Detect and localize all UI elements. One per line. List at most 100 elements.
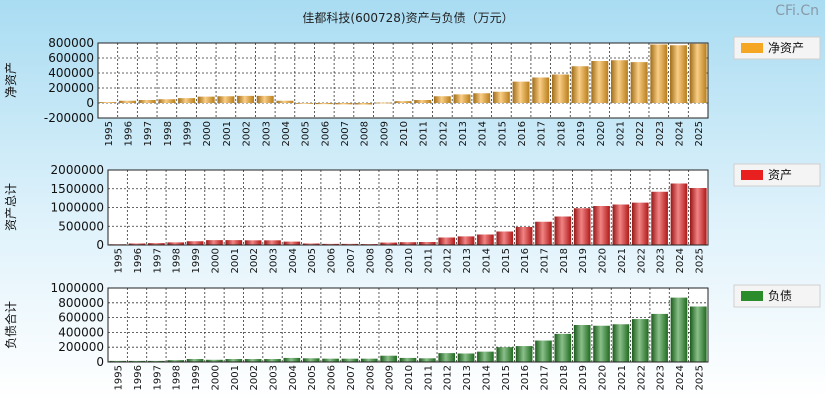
bar-2022 <box>630 62 648 103</box>
x-tick-label: 2006 <box>320 121 331 146</box>
bar-2000 <box>197 96 215 103</box>
bar-1995 <box>99 102 117 103</box>
bar-2020 <box>591 61 609 103</box>
bar-1999 <box>178 98 196 103</box>
bar-2007 <box>335 103 353 105</box>
bar-2001 <box>225 240 243 245</box>
bar-2025 <box>690 306 707 362</box>
y-tick-label: 2000000 <box>51 163 104 177</box>
x-tick-label: 2007 <box>340 121 351 146</box>
x-tick-label: 2002 <box>249 365 260 390</box>
y-tick-label: 0 <box>86 96 94 110</box>
x-tick-label: 2000 <box>210 248 221 273</box>
plot-frame <box>97 42 709 119</box>
x-tick-label: 2007 <box>346 248 357 273</box>
x-tick-label: 2012 <box>443 248 454 273</box>
bar-2005 <box>302 358 320 362</box>
bar-2001 <box>225 359 243 362</box>
x-tick-label: 2011 <box>423 248 434 273</box>
x-tick-label: 2014 <box>481 365 492 390</box>
x-tick-label: 2025 <box>694 248 705 273</box>
x-tick-label: 2000 <box>202 121 213 146</box>
y-tick-label: 500000 <box>58 219 104 233</box>
x-tick-label: 2006 <box>327 365 338 390</box>
bar-2015 <box>496 231 514 245</box>
x-tick-label: 2010 <box>404 365 415 390</box>
x-tick-label: 2016 <box>520 365 531 390</box>
bar-2017 <box>535 340 552 362</box>
bar-2008 <box>360 358 378 362</box>
x-tick-label: 2014 <box>478 121 489 146</box>
x-tick-label: 2018 <box>559 365 570 390</box>
y-tick-label: -200000 <box>44 111 94 125</box>
x-tick-label: 2013 <box>458 121 469 146</box>
y-axis-label: 资产总计 <box>4 183 18 231</box>
x-tick-label: 2015 <box>497 121 508 146</box>
bar-2007 <box>341 243 359 245</box>
bar-2018 <box>551 74 569 103</box>
bar-2021 <box>612 204 630 245</box>
bar-2004 <box>276 100 294 103</box>
x-tick-label: 2020 <box>598 248 609 273</box>
bar-2005 <box>296 103 314 104</box>
y-axis-label: 净资产 <box>4 62 18 98</box>
bar-1996 <box>128 243 146 245</box>
x-tick-label: 1997 <box>143 121 154 146</box>
x-tick-label: 2024 <box>675 365 686 390</box>
x-tick-label: 2003 <box>269 248 280 273</box>
bar-2018 <box>554 333 572 362</box>
x-tick-label: 2008 <box>365 365 376 390</box>
y-tick-label: 200000 <box>48 81 94 95</box>
legend-box <box>733 284 821 308</box>
x-tick-label: 2006 <box>327 248 338 273</box>
y-tick-label: 600000 <box>48 51 94 65</box>
total-assets-chart: 2000000 1500000 1000000 500000 0 1995 1996 1997… <box>4 163 821 273</box>
x-tick-label: 2017 <box>537 121 548 146</box>
x-tick-label: 2025 <box>694 121 705 146</box>
bar-2003 <box>256 95 274 103</box>
x-tick-label: 2015 <box>501 365 512 390</box>
bar-2019 <box>573 325 591 362</box>
x-tick-label: 2017 <box>539 248 550 273</box>
x-tick-label: 2005 <box>307 248 318 273</box>
x-tick-label: 2005 <box>301 121 312 146</box>
bar-2013 <box>453 94 471 103</box>
x-tick-label: 2009 <box>385 365 396 390</box>
bar-2014 <box>477 234 494 245</box>
x-tick-label: 2021 <box>615 121 626 146</box>
bar-2024 <box>670 183 688 245</box>
x-tick-label: 2002 <box>242 121 253 146</box>
y-tick-label: 1000000 <box>51 281 104 295</box>
bar-2000 <box>206 359 223 362</box>
x-tick-label: 2007 <box>346 365 357 390</box>
x-tick-label: 2013 <box>462 365 473 390</box>
bar-2006 <box>322 358 339 362</box>
bar-2025 <box>689 43 707 103</box>
bar-1999 <box>186 241 204 245</box>
x-tick-label: 2023 <box>655 121 666 146</box>
bar-2012 <box>438 237 456 245</box>
bar-2004 <box>283 357 301 362</box>
x-tick-label: 1997 <box>152 365 163 390</box>
legend: 资产 <box>733 163 821 187</box>
bar-2002 <box>237 95 255 103</box>
x-tick-label: 2024 <box>674 121 685 146</box>
x-tick-label: 1999 <box>191 248 202 273</box>
bar-2002 <box>244 240 262 245</box>
bar-2010 <box>394 101 412 103</box>
y-tick-label: 400000 <box>48 66 94 80</box>
bar-2019 <box>573 208 591 245</box>
bar-1998 <box>167 242 185 245</box>
x-tick-label: 1995 <box>114 365 125 390</box>
bar-2004 <box>283 241 301 245</box>
x-tick-label: 2025 <box>694 365 705 390</box>
x-tick-label: 2000 <box>210 365 221 390</box>
bar-2011 <box>414 100 432 103</box>
x-tick-label: 2019 <box>576 121 587 146</box>
bar-2016 <box>515 227 533 245</box>
bar-2021 <box>610 60 628 103</box>
bar-2020 <box>593 206 610 245</box>
bar-2014 <box>473 93 491 103</box>
